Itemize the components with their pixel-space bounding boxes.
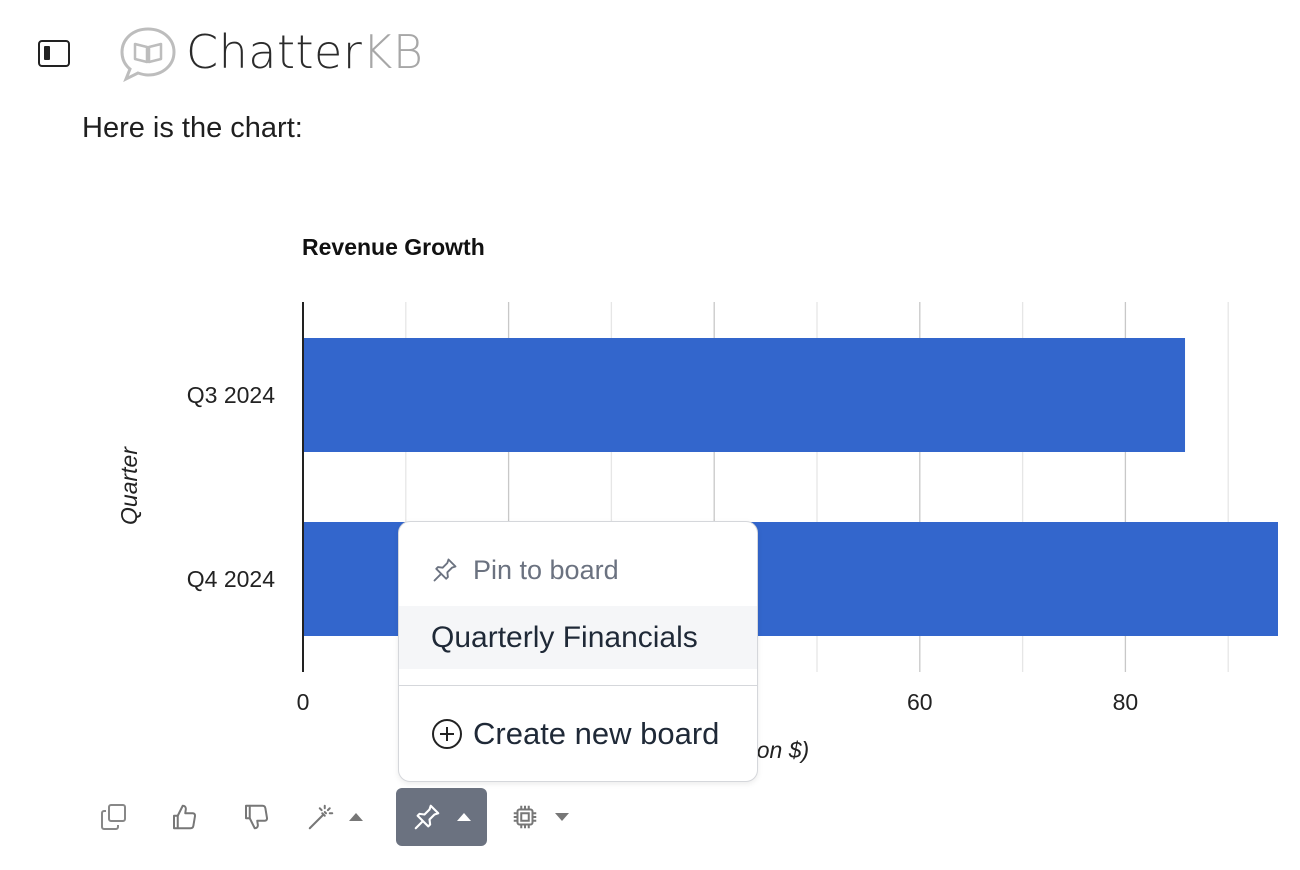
y-tick-labels: Q3 2024 Q4 2024 [187,382,275,592]
logo-icon [120,27,176,82]
menu-divider [399,685,757,686]
message-text: Here is the chart: [82,112,303,144]
caret-down-icon [555,813,569,821]
thumbs-up-icon [173,804,197,830]
y-tick-label: Q3 2024 [187,382,275,408]
message-toolbar [88,788,608,846]
board-item-label: Quarterly Financials [431,620,698,654]
board-item-quarterly-financials[interactable]: Quarterly Financials [399,606,757,669]
y-axis-label: Quarter [116,446,142,525]
copy-button[interactable] [92,788,136,846]
thumbs-up-button[interactable] [162,788,206,846]
x-tick-label: 0 [297,689,310,715]
pin-dropdown-button[interactable] [396,788,487,846]
thumbs-down-icon [245,804,269,830]
chip-icon [513,805,537,829]
pin-menu-header: Pin to board [431,552,619,588]
pin-to-board-menu: Pin to board Quarterly Financials Create… [398,521,758,782]
copy-icon [101,804,126,830]
sidebar-icon [44,46,50,60]
bar-q3-2024 [303,338,1186,452]
sidebar-toggle-button[interactable] [38,40,70,67]
y-tick-label: Q4 2024 [187,566,275,592]
x-tick-label: 60 [907,689,933,715]
plus-circle-icon [432,719,462,749]
chart-title: Revenue Growth [302,234,485,260]
x-tick-label: 80 [1113,689,1139,715]
caret-up-icon [349,813,363,821]
pin-icon [433,558,457,582]
caret-up-icon [456,813,471,821]
create-new-board-label: Create new board [473,716,720,751]
magic-wand-icon [308,804,334,830]
pin-icon [414,804,439,830]
pin-menu-header-label: Pin to board [473,554,619,585]
create-new-board-button[interactable]: Create new board [431,710,719,758]
magic-wand-dropdown[interactable] [306,788,376,846]
thumbs-down-button[interactable] [234,788,278,846]
logo-text-secondary: KB [362,25,424,79]
app-logo: ChatterKB [186,24,424,80]
logo-text-primary: Chatter [186,25,363,79]
model-dropdown-button[interactable] [510,788,582,846]
